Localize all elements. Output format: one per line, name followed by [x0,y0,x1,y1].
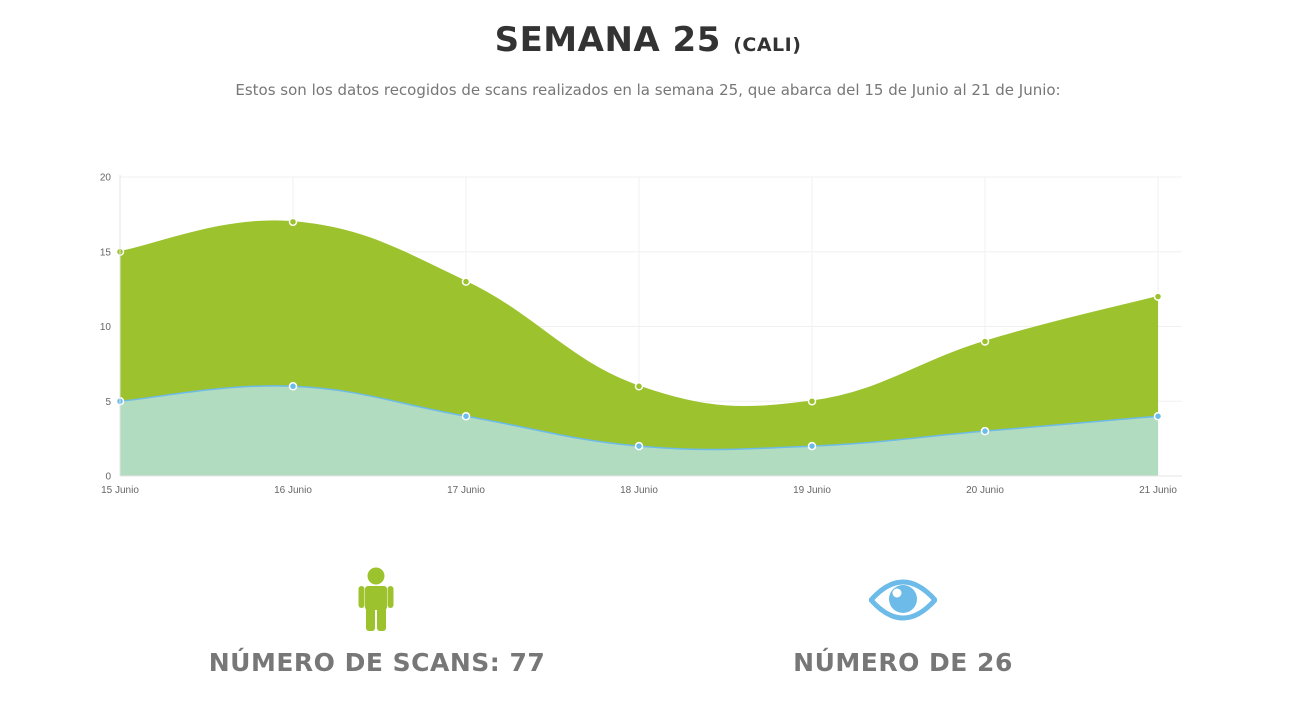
y-tick-label: 0 [105,472,111,483]
series-1-point [288,217,298,227]
x-tick-label: 21 Junio [1139,485,1177,496]
y-tick-label: 10 [100,322,112,333]
x-tick-label: 20 Junio [966,485,1004,496]
y-tick-label: 20 [100,173,112,184]
series-2-area [120,385,1158,476]
area-chart: 0 5 10 15 20 15 Junio 16 Junio 17 Junio 18 Junio… [100,173,1182,496]
series-1-point [634,382,644,391]
x-tick-label: 17 Junio [447,485,485,496]
title-text: SEMANA 25 [494,20,721,60]
series-1-point [980,337,990,346]
page-subtitle: Estos son los datos recogidos de scans r… [235,81,1061,99]
series-2-point [288,382,298,391]
series-2-point [634,441,644,451]
series-2-point [1153,411,1163,421]
eye-icon [863,566,943,634]
series-2-point [980,426,990,436]
x-tick-label: 18 Junio [620,485,658,496]
series-2-point [461,411,471,421]
chart-container: 0 5 10 15 20 15 Junio 16 Junio 17 Junio 18 Junio… [100,173,1182,496]
stat-scans: NÚMERO DE SCANS: 77 [167,566,587,677]
x-tick-label: 15 Junio [101,485,139,496]
y-tick-label: 5 [105,397,111,408]
y-tick-label: 15 [100,247,112,258]
series-2-point [807,441,817,451]
person-icon [337,566,417,634]
series-1-point [1153,292,1163,301]
x-tick-label: 16 Junio [274,485,312,496]
page-header: SEMANA 25 (CALI) Estos son los datos rec… [0,18,1296,99]
series-1-point [807,397,817,406]
x-tick-label: 19 Junio [793,485,831,496]
title-city: (CALI) [733,34,802,56]
series-1-point [461,277,471,286]
scans-count-label: NÚMERO DE SCANS: 77 [208,648,546,677]
views-count-label: NÚMERO DE 26 [793,648,1013,677]
page-title: SEMANA 25 (CALI) [0,18,1296,67]
stat-views: NÚMERO DE 26 [693,566,1113,677]
